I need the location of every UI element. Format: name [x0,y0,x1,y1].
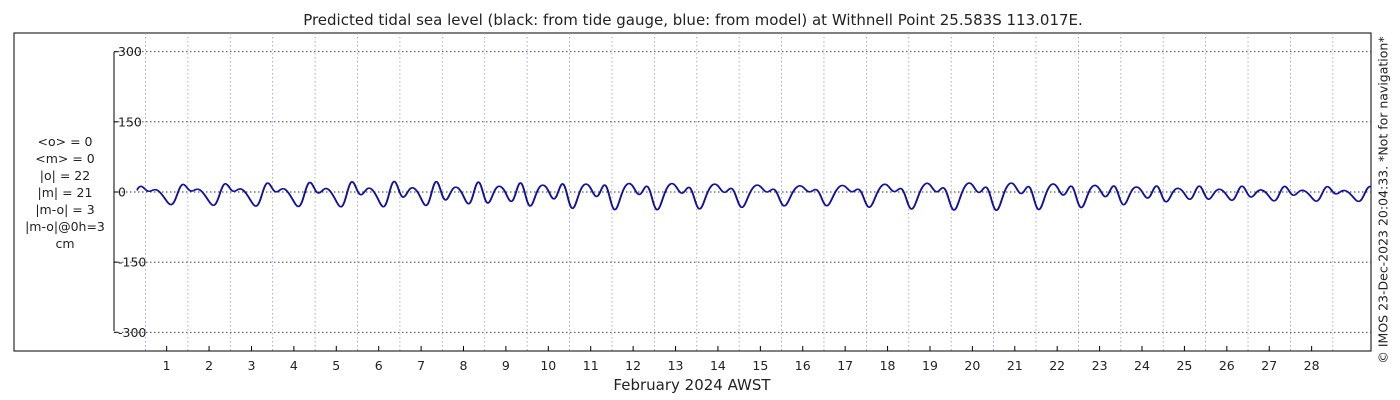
x-tick-label: 25 [1176,358,1192,373]
x-tick-label: 3 [247,358,255,373]
x-tick-label: 14 [710,358,726,373]
statistics-panel: <o> = 0 <m> = 0 |o| = 22 |m| = 21 |m-o| … [20,133,110,252]
x-tick-label: 15 [752,358,768,373]
y-gridlines [114,51,1371,333]
y-tick-label: 300 [118,44,142,59]
x-tick-label: 12 [625,358,641,373]
x-tick-label: 17 [837,358,853,373]
series-model-line [136,180,1372,212]
x-tick-label: 22 [1049,358,1065,373]
credit-text: © IMOS 23-Dec-2023 20:04:33. *Not for na… [1375,36,1391,364]
y-tick-label: -150 [118,255,146,270]
x-tick-label: 10 [540,358,556,373]
x-tick-label: 11 [583,358,599,373]
x-tick-label: 19 [922,358,938,373]
x-gridlines [145,33,1334,351]
y-tick-label: -300 [118,325,146,340]
stat-abs-difference-0h: |m-o|@0h=3 [25,219,105,234]
x-tick-label: 1 [163,358,171,373]
x-tick-label: 18 [880,358,896,373]
x-tick-label: 5 [332,358,340,373]
chart-title: Predicted tidal sea level (black: from t… [303,11,1083,29]
stat-mean-observed: <o> = 0 [37,134,93,149]
y-tick-label: 150 [118,114,142,129]
x-tick-label: 8 [460,358,468,373]
x-tick-label: 23 [1092,358,1108,373]
stat-abs-difference: |m-o| = 3 [35,202,95,217]
x-tick-label: 28 [1304,358,1320,373]
x-tick-label: 7 [417,358,425,373]
stat-mean-model: <m> = 0 [35,151,95,166]
y-axis-ticks: 300 150 0 -150 -300 [114,44,146,340]
stat-unit: cm [55,236,75,251]
x-tick-label: 16 [795,358,811,373]
x-axis-label: February 2024 AWST [613,376,771,394]
x-tick-label: 24 [1134,358,1150,373]
x-tick-label: 9 [502,358,510,373]
series-layer [136,180,1372,212]
x-tick-label: 21 [1007,358,1023,373]
x-axis-ticks: 1 2 3 4 5 6 7 8 9 10 11 12 13 14 15 16 17 18 19 20 21 22 23 24 2… [163,346,1320,373]
x-tick-label: 27 [1261,358,1277,373]
x-tick-label: 13 [668,358,684,373]
x-tick-label: 2 [205,358,213,373]
x-tick-label: 20 [964,358,980,373]
stat-abs-observed: |o| = 22 [39,168,91,183]
x-tick-label: 6 [375,358,383,373]
y-tick-label: 0 [118,185,126,200]
stat-abs-model: |m| = 21 [37,185,93,200]
x-tick-label: 4 [290,358,298,373]
x-tick-label: 26 [1219,358,1235,373]
